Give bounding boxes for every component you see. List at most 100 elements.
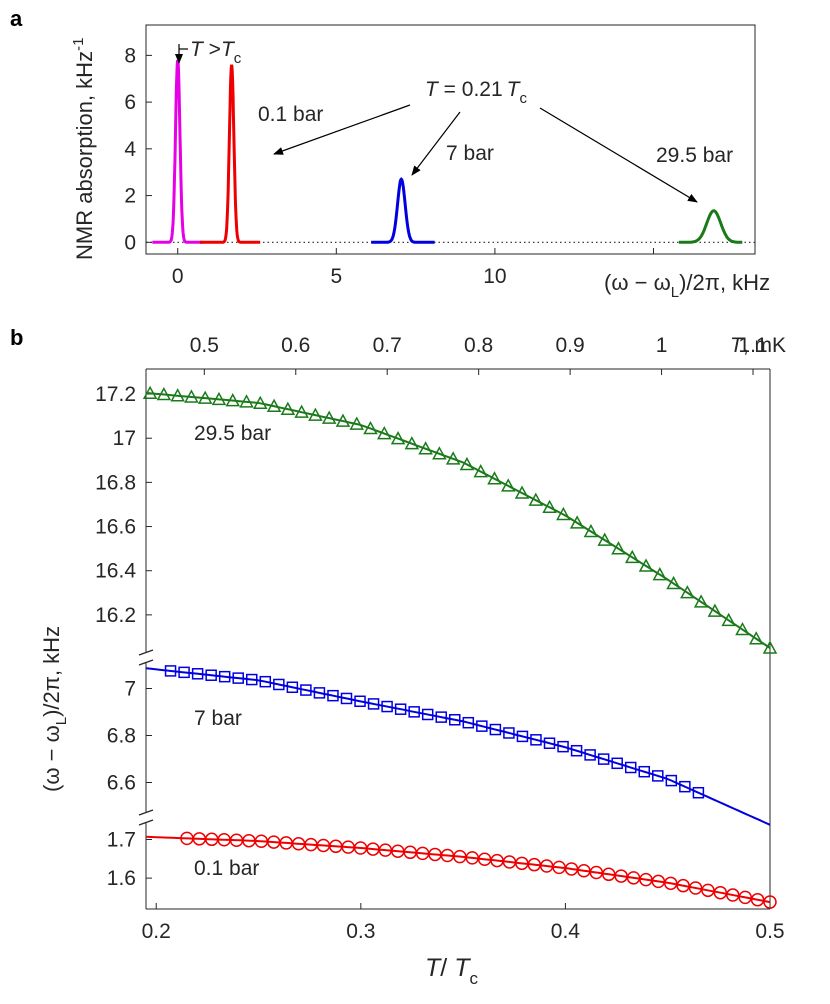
panel-a-x-label-part1: (ω − ω xyxy=(604,270,671,295)
panel-a-x-ticks: 0 5 10 xyxy=(172,248,654,288)
data-point xyxy=(748,631,764,645)
annotation-t-above-tc: T >Tc xyxy=(190,38,242,67)
data-point xyxy=(665,774,678,787)
panel-a-x-label: (ω − ωL)/2π, kHz xyxy=(604,270,770,301)
data-point xyxy=(239,394,254,408)
a-ytick-label: 8 xyxy=(124,44,136,67)
data-point xyxy=(624,761,637,774)
data-point xyxy=(381,700,393,713)
b-xtick-label: 0.4 xyxy=(551,920,581,943)
annotation-t-021-eq: = 0.21 xyxy=(438,78,503,101)
data-point xyxy=(679,780,691,793)
data-point xyxy=(367,698,380,710)
data-point xyxy=(340,692,353,705)
data-point xyxy=(530,734,542,746)
panel-a-y-label-exponent: -1 xyxy=(70,38,87,51)
annotation-t-above-Tc: T xyxy=(221,38,236,61)
data-point xyxy=(542,499,557,514)
data-point xyxy=(514,485,530,499)
data-point xyxy=(327,689,339,702)
data-point xyxy=(611,757,623,770)
arrow-to-7bar xyxy=(411,111,461,176)
data-point xyxy=(763,895,777,909)
panel-a-x-label-subscript: L xyxy=(671,284,679,301)
data-point xyxy=(500,478,516,492)
arrow-to-01bar xyxy=(273,104,411,155)
data-point xyxy=(476,720,488,732)
data-point xyxy=(280,401,296,415)
x-label-slash: / xyxy=(440,954,454,982)
data-point xyxy=(313,687,326,699)
annotation-t-021-Tc: T xyxy=(507,78,522,101)
panel-a-y-label: NMR absorption, kHz-1 xyxy=(70,38,97,260)
data-point xyxy=(432,446,447,460)
x-label-Tc: T xyxy=(454,954,471,982)
data-point xyxy=(435,711,447,723)
panel-a-y-label-text: NMR absorption, kHz xyxy=(72,51,97,260)
data-point xyxy=(142,385,158,400)
b-ytick-label: 16.4 xyxy=(95,560,136,583)
b-toptick-label: 0.5 xyxy=(190,334,219,357)
b-toptick-label: 0.7 xyxy=(373,334,402,357)
data-point xyxy=(735,621,750,636)
data-point xyxy=(503,727,515,739)
data-point xyxy=(170,388,185,402)
data-point xyxy=(308,407,323,421)
panel-b-top-ticks: 0.5 0.6 0.7 0.8 0.9 1 1.1 xyxy=(190,334,768,375)
b-toptick-label: 1 xyxy=(656,334,668,357)
x-label-T: T xyxy=(425,954,442,982)
data-point xyxy=(459,456,475,471)
data-point xyxy=(624,549,640,564)
data-point xyxy=(664,876,678,891)
data-point xyxy=(421,708,434,721)
data-point xyxy=(688,881,703,895)
panel-b-y-ticks: 16.2 16.4 16.6 16.8 17 17.2 6.6 6.8 7 1.6 1.7 xyxy=(95,383,152,890)
a-xtick-label: 10 xyxy=(483,265,506,288)
data-point xyxy=(156,386,172,401)
data-point xyxy=(354,695,366,708)
arrow-to-295bar xyxy=(539,107,698,203)
b-ytick-label: 6.8 xyxy=(107,725,136,748)
data-point xyxy=(557,740,569,753)
annotation-7bar: 7 bar xyxy=(446,142,494,165)
data-point xyxy=(164,665,177,677)
panel-b-y-label-part1: (ω − ω xyxy=(39,725,64,792)
annotation-t-021-T: T xyxy=(425,78,440,101)
data-point xyxy=(487,471,502,485)
data-point xyxy=(300,684,312,696)
data-point xyxy=(570,744,583,757)
a-series-7-bar xyxy=(371,177,435,244)
panel-b-x-label: T/ Tc xyxy=(425,954,478,988)
b-ytick-label: 6.6 xyxy=(107,772,136,795)
data-point xyxy=(473,464,488,478)
data-point xyxy=(321,410,337,424)
data-point xyxy=(611,541,626,555)
fit-line xyxy=(145,667,771,826)
annotation-t-above-T: T xyxy=(190,38,205,61)
data-point xyxy=(680,585,695,599)
data-point xyxy=(205,669,217,681)
data-point xyxy=(721,612,736,627)
data-point xyxy=(253,395,268,410)
data-point xyxy=(197,390,213,404)
data-point xyxy=(184,389,199,403)
top-axis-label-unit: , mK xyxy=(743,334,786,357)
data-point xyxy=(286,681,299,694)
data-point xyxy=(584,749,596,761)
data-point xyxy=(225,393,241,407)
b-xtick-label: 0.5 xyxy=(755,920,784,943)
b-ytick-label: 16.2 xyxy=(95,604,136,627)
data-point xyxy=(449,714,461,726)
data-point xyxy=(556,506,571,521)
data-point xyxy=(707,603,723,617)
annotation-295bar: 29.5 bar xyxy=(656,144,733,167)
data-point xyxy=(701,883,715,898)
data-point xyxy=(394,703,407,715)
data-point xyxy=(597,753,610,765)
b-series-7-bar xyxy=(145,665,771,826)
data-point xyxy=(597,532,612,546)
data-point xyxy=(666,575,681,590)
b-toptick-label: 0.9 xyxy=(556,334,585,357)
data-point xyxy=(676,878,690,893)
